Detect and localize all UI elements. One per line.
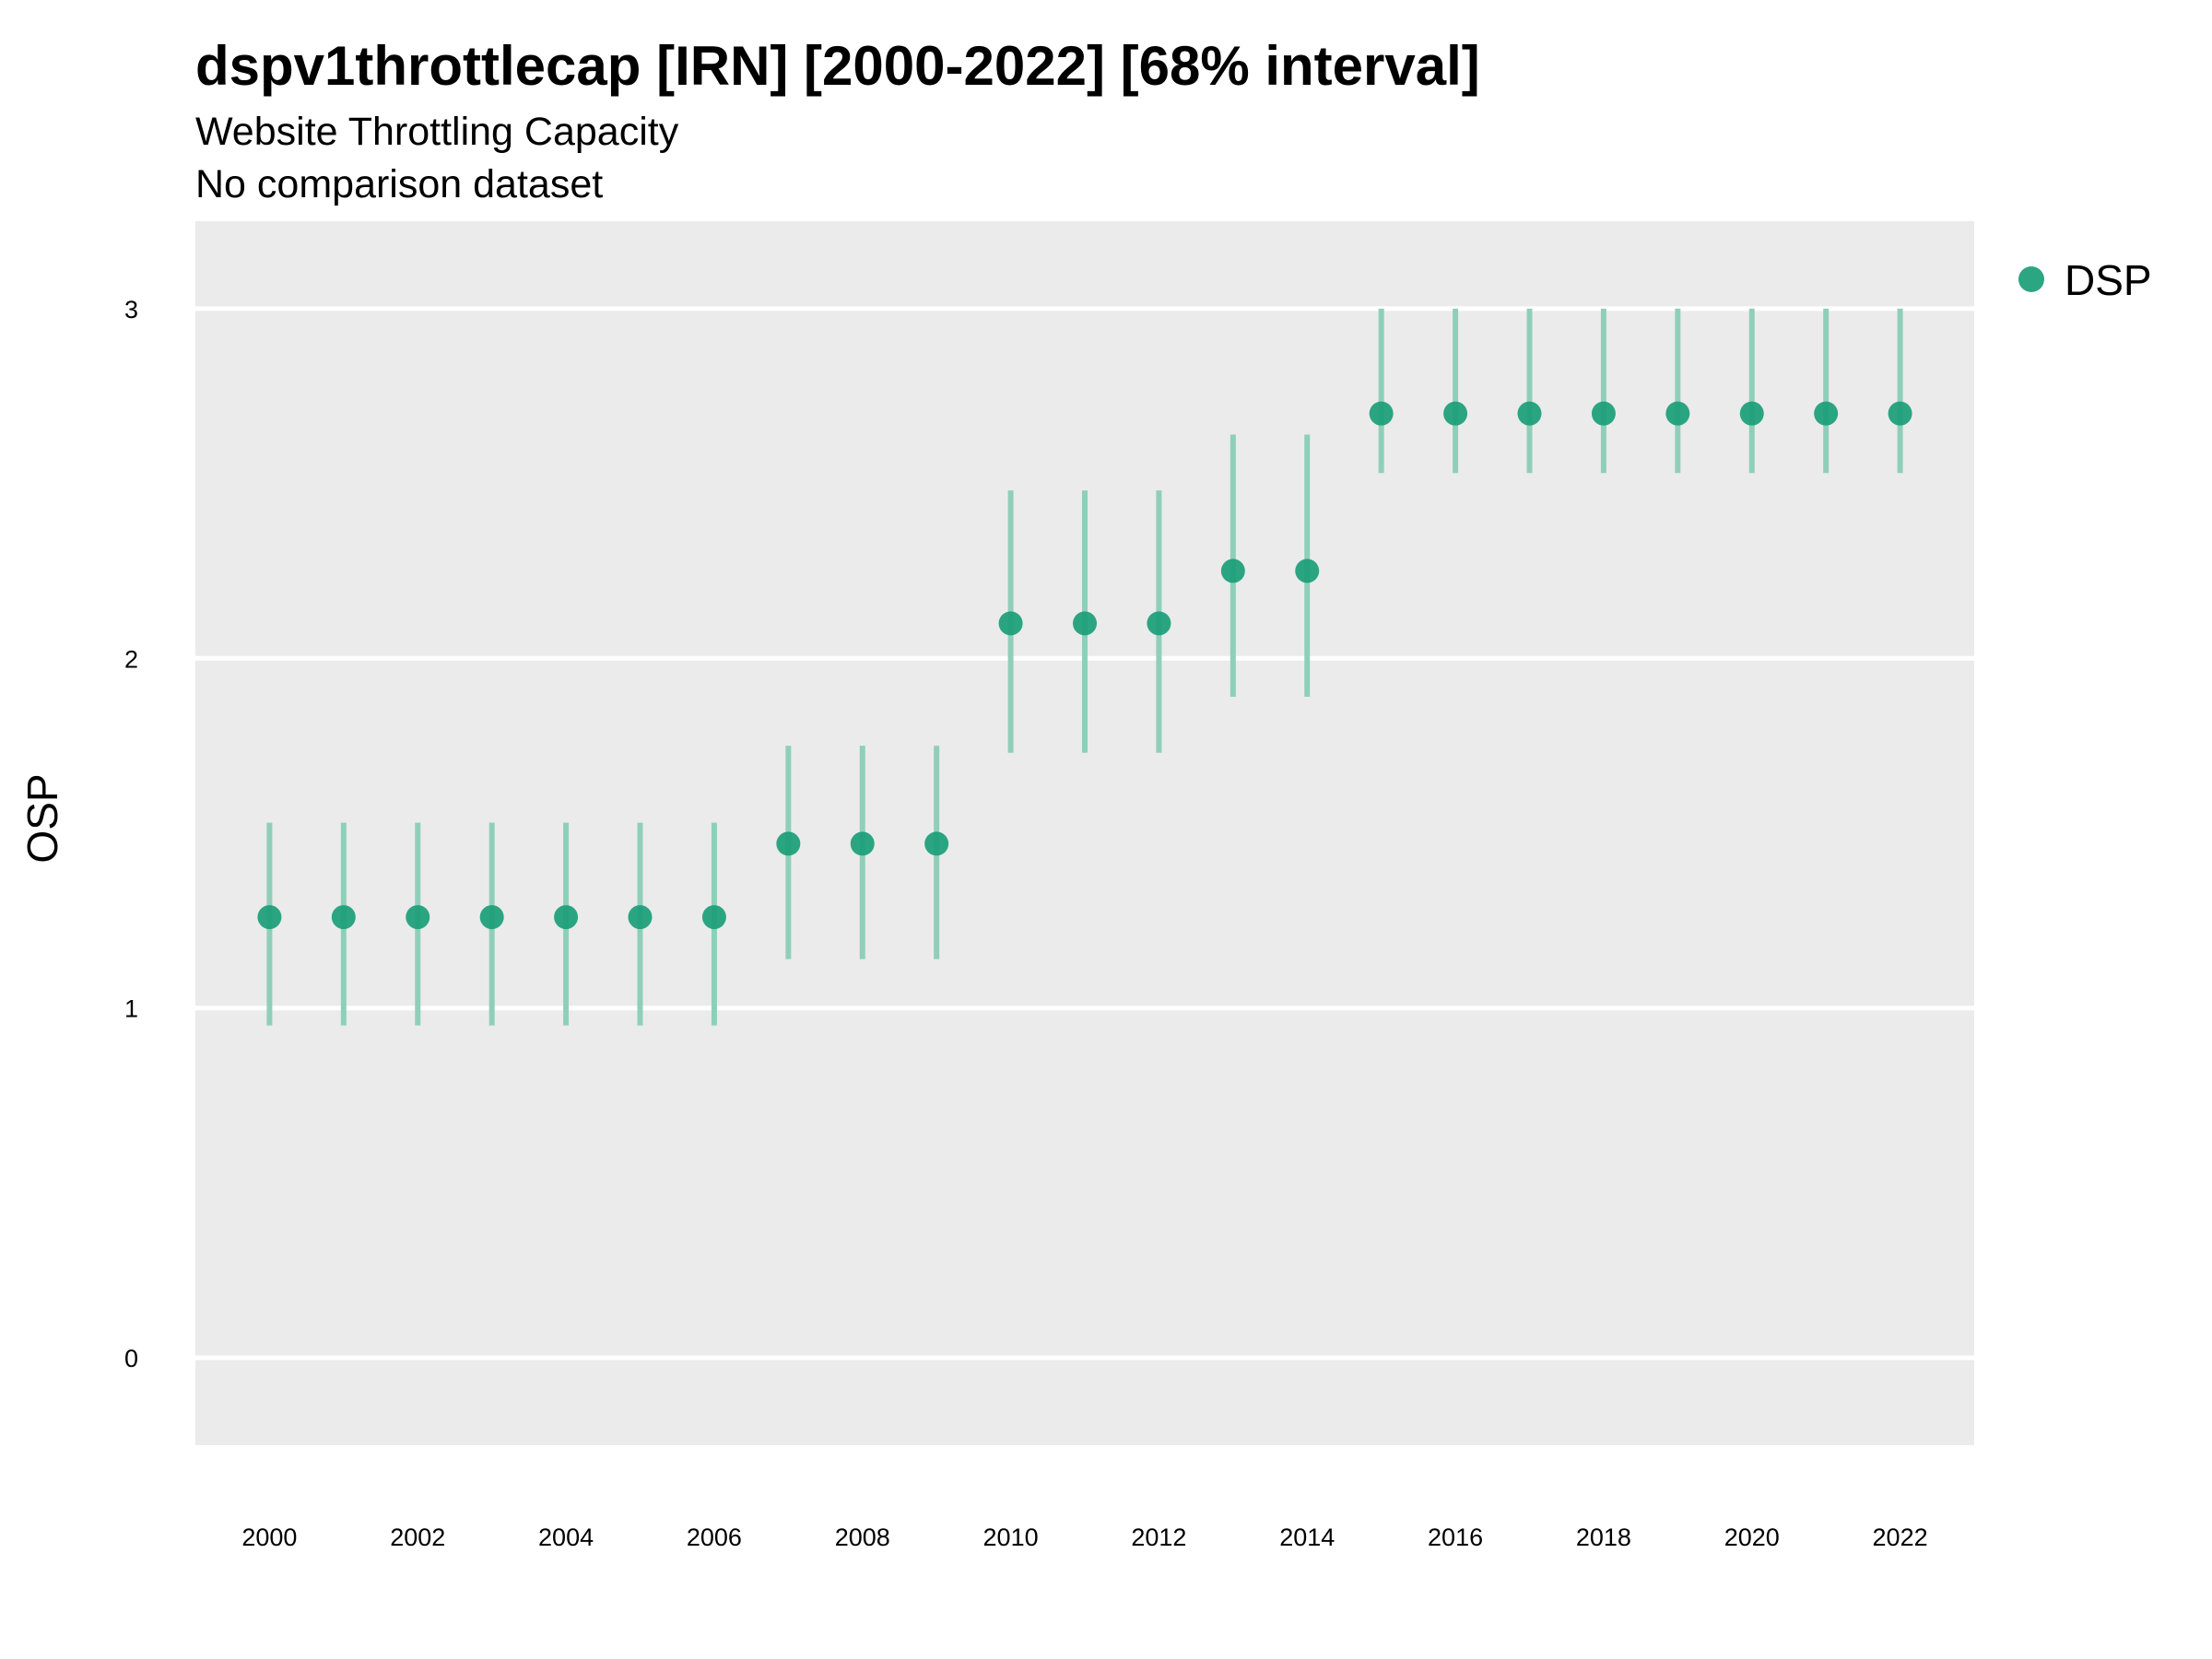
x-tick-label: 2000 <box>241 1524 297 1551</box>
data-point <box>554 905 579 930</box>
y-tick-label: 3 <box>124 296 138 324</box>
data-point <box>1739 401 1764 426</box>
data-point <box>701 905 726 930</box>
data-point <box>1814 401 1839 426</box>
x-tick-label: 2016 <box>1428 1524 1483 1551</box>
y-tick-label: 2 <box>124 645 138 673</box>
x-tick-labels: 2000 2002 2004 2006 2008 2010 2012 2014 2016 2018… <box>241 1524 1927 1551</box>
data-point <box>1443 401 1468 426</box>
data-point <box>1295 559 1320 583</box>
plot-panel <box>195 221 1974 1445</box>
data-point <box>998 611 1023 636</box>
y-tick-labels: 0 1 2 3 <box>124 296 138 1372</box>
legend-label-dsp: DSP <box>2065 256 2152 304</box>
data-point <box>406 905 430 930</box>
data-point <box>1888 401 1912 426</box>
x-tick-label: 2012 <box>1131 1524 1186 1551</box>
data-point <box>1665 401 1690 426</box>
chart-subtitle-2: No comparison dataset <box>195 162 603 206</box>
data-point <box>924 831 949 856</box>
y-tick-label: 0 <box>124 1345 138 1372</box>
legend-swatch-dsp <box>2018 266 2044 292</box>
chart-title: dspv1throttlecap [IRN] [2000-2022] [68% … <box>195 35 1480 97</box>
x-tick-label: 2018 <box>1576 1524 1631 1551</box>
data-point <box>628 905 653 930</box>
x-tick-label: 2004 <box>538 1524 594 1551</box>
x-tick-label: 2002 <box>390 1524 445 1551</box>
data-point <box>850 831 875 856</box>
x-tick-label: 2008 <box>835 1524 890 1551</box>
data-point <box>1220 559 1245 583</box>
y-axis-label: OSP <box>18 773 66 863</box>
x-tick-label: 2014 <box>1279 1524 1335 1551</box>
data-point <box>1369 401 1394 426</box>
x-tick-label: 2022 <box>1873 1524 1928 1551</box>
data-point <box>776 831 801 856</box>
data-point <box>331 905 356 930</box>
data-point <box>1073 611 1097 636</box>
data-point <box>479 905 504 930</box>
y-tick-label: 1 <box>124 995 138 1023</box>
data-point <box>1517 401 1542 426</box>
data-point <box>257 905 282 930</box>
x-tick-label: 2020 <box>1724 1524 1780 1551</box>
x-tick-label: 2006 <box>687 1524 742 1551</box>
legend: DSP <box>2018 256 2152 304</box>
x-tick-label: 2010 <box>983 1524 1039 1551</box>
data-point <box>1147 611 1171 636</box>
chart-subtitle: Website Throttling Capacity <box>195 110 679 154</box>
data-point <box>1591 401 1616 426</box>
data-points <box>257 401 1912 930</box>
